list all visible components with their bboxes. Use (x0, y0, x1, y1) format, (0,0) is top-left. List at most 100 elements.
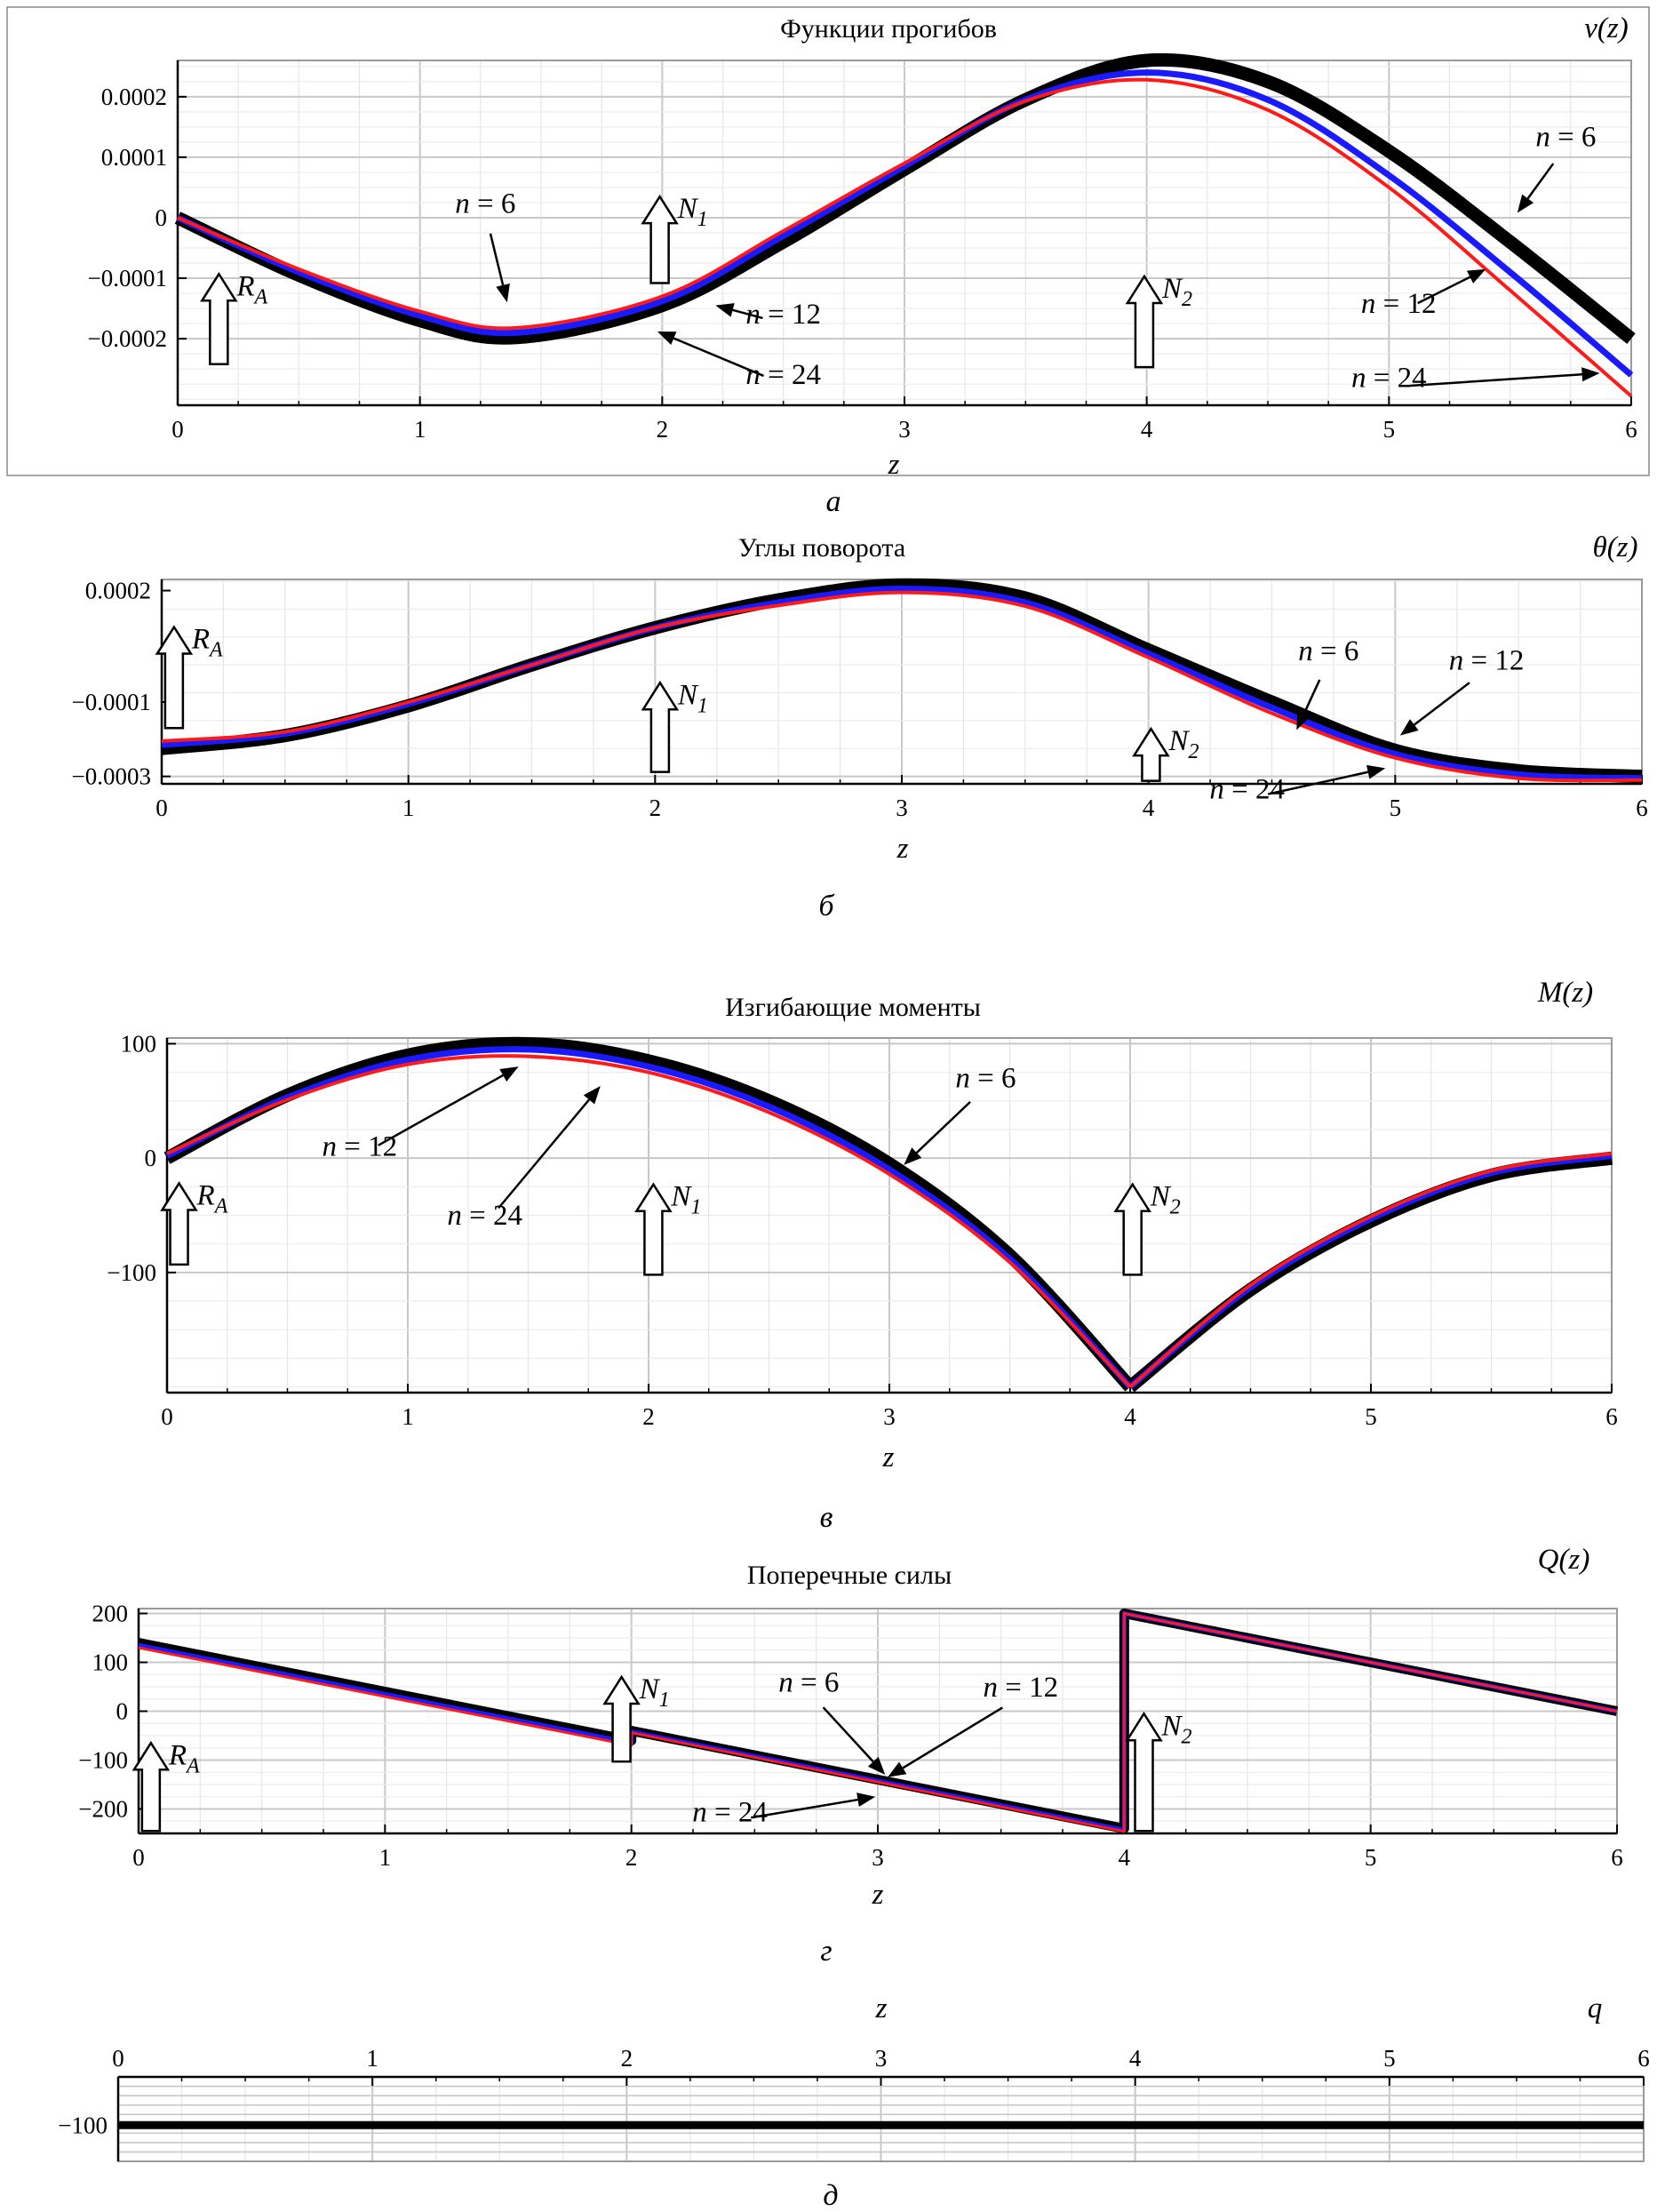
x-tick-label: 1 (379, 1844, 392, 1871)
annotation-value: = 12 (998, 1672, 1058, 1704)
y-tick-label: 0.0002 (85, 578, 151, 604)
support-label: RA (235, 270, 267, 308)
y-tick-label: 0 (145, 1145, 157, 1171)
annotation-arrow-head (1366, 764, 1386, 779)
y-tick-label: 0 (155, 204, 168, 231)
x-axis-label: z (875, 1992, 888, 2024)
annotation-var: n (322, 1131, 337, 1163)
support-label: N2 (1161, 1710, 1192, 1748)
panel-caption: а (826, 485, 841, 518)
support-label: RA (168, 1739, 200, 1777)
support-arrow (160, 1181, 198, 1266)
x-tick-label: 4 (1143, 795, 1155, 821)
y-tick-label: −100 (107, 1259, 156, 1286)
support-label-main: N (1161, 273, 1183, 305)
y-tick-label: −0.0003 (72, 763, 151, 790)
annotation-label: n = 6 (955, 1062, 1016, 1094)
x-tick-label: 1 (414, 416, 426, 443)
annotation-arrow (1526, 163, 1555, 200)
annotation-value: = 24 (761, 359, 821, 391)
panel-caption: г (820, 1935, 832, 1968)
annotation-var: n (955, 1062, 970, 1094)
x-tick-label: 6 (1605, 1403, 1618, 1430)
support-label-sub: 1 (697, 208, 708, 231)
annotation-label: n = 24 (1351, 363, 1427, 395)
annotation-arrow-head (888, 1761, 907, 1777)
x-tick-label: 3 (883, 1403, 896, 1430)
x-tick-label: 2 (649, 795, 662, 821)
annotation-arrow-head (1399, 719, 1419, 736)
support-label-main: R (191, 624, 210, 656)
annotation-label: n = 6 (1535, 122, 1596, 154)
annotation-var: n (1298, 635, 1313, 667)
y-tick-label: −0.0002 (88, 325, 167, 352)
x-tick-label: 4 (1124, 1403, 1136, 1430)
annotation-value: = 12 (1375, 288, 1436, 320)
x-axis-label: z (896, 833, 909, 865)
y-axis-label: q (1588, 1992, 1603, 2024)
support-label-sub: 1 (659, 1689, 670, 1712)
support-label-main: N (1167, 725, 1190, 757)
chart-title: Функции прогибов (780, 14, 997, 44)
annotation-value: = 12 (337, 1131, 397, 1163)
support-label-sub: 2 (1188, 740, 1199, 763)
annotation-var: n (745, 359, 761, 391)
annotation-var: n (1209, 774, 1224, 806)
x-tick-label: 0 (132, 1844, 145, 1871)
support-label-main: R (168, 1739, 187, 1771)
y-tick-label: 100 (121, 1030, 157, 1057)
annotation-arrow (902, 1706, 1003, 1769)
support-arrow (131, 1740, 171, 1833)
x-tick-label: 5 (1383, 416, 1396, 443)
support-label-sub: 1 (690, 1196, 701, 1219)
x-tick-label: 1 (366, 2045, 378, 2072)
support-arrow (602, 1674, 641, 1763)
annotation-arrow (822, 1706, 874, 1763)
annotation-arrow (1414, 682, 1470, 726)
support-arrow (1125, 274, 1164, 369)
annotation-value: = 6 (1313, 635, 1359, 667)
support-label-sub: A (208, 639, 223, 662)
annotation-label: n = 12 (984, 1672, 1059, 1704)
annotation-arrow-head (583, 1086, 601, 1105)
annotation-arrow-head (867, 1756, 886, 1775)
annotation-arrow-head (496, 283, 510, 303)
chart-title: Изгибающие моменты (725, 993, 981, 1022)
support-label: N2 (1150, 1181, 1181, 1219)
x-tick-label: 2 (625, 1844, 638, 1871)
support-label-sub: 1 (697, 694, 708, 717)
panel-caption: б (818, 890, 835, 922)
support-label: RA (191, 624, 223, 662)
annotation-var: n (745, 299, 761, 331)
annotation-arrow-head (1517, 194, 1534, 213)
annotation-label: n = 24 (447, 1200, 522, 1232)
support-arrow (1125, 1711, 1163, 1833)
x-tick-label: 3 (896, 795, 908, 821)
y-tick-label: 0.0001 (101, 144, 167, 171)
x-axis-label: z (882, 1441, 895, 1473)
y-tick-label: −100 (78, 1747, 128, 1774)
annotation-arrow (1302, 679, 1321, 715)
annotation-arrow (751, 1798, 858, 1819)
x-tick-label: 6 (1625, 416, 1637, 443)
support-arrow (155, 625, 194, 730)
x-tick-label: 3 (898, 416, 911, 443)
support-label: N1 (670, 1181, 701, 1219)
x-axis-label: z (888, 449, 900, 481)
annotation-value: = 6 (793, 1667, 840, 1699)
annotation-arrow (1267, 771, 1368, 795)
annotation-value: = 6 (470, 188, 516, 220)
annotation-value: = 6 (970, 1062, 1016, 1094)
support-label-sub: 2 (1170, 1196, 1181, 1219)
annotation-label: n = 24 (745, 359, 821, 391)
support-label-main: R (235, 270, 254, 302)
annotation-arrow-head (1296, 710, 1310, 731)
support-label-sub: A (185, 1754, 200, 1777)
y-tick-label: −0.0001 (72, 689, 151, 715)
series-line (166, 1054, 1613, 1389)
annotation-label: n = 6 (455, 188, 515, 220)
series-line (161, 590, 1643, 783)
y-tick-label: 0.0002 (101, 84, 167, 110)
x-tick-label: 2 (657, 416, 669, 443)
